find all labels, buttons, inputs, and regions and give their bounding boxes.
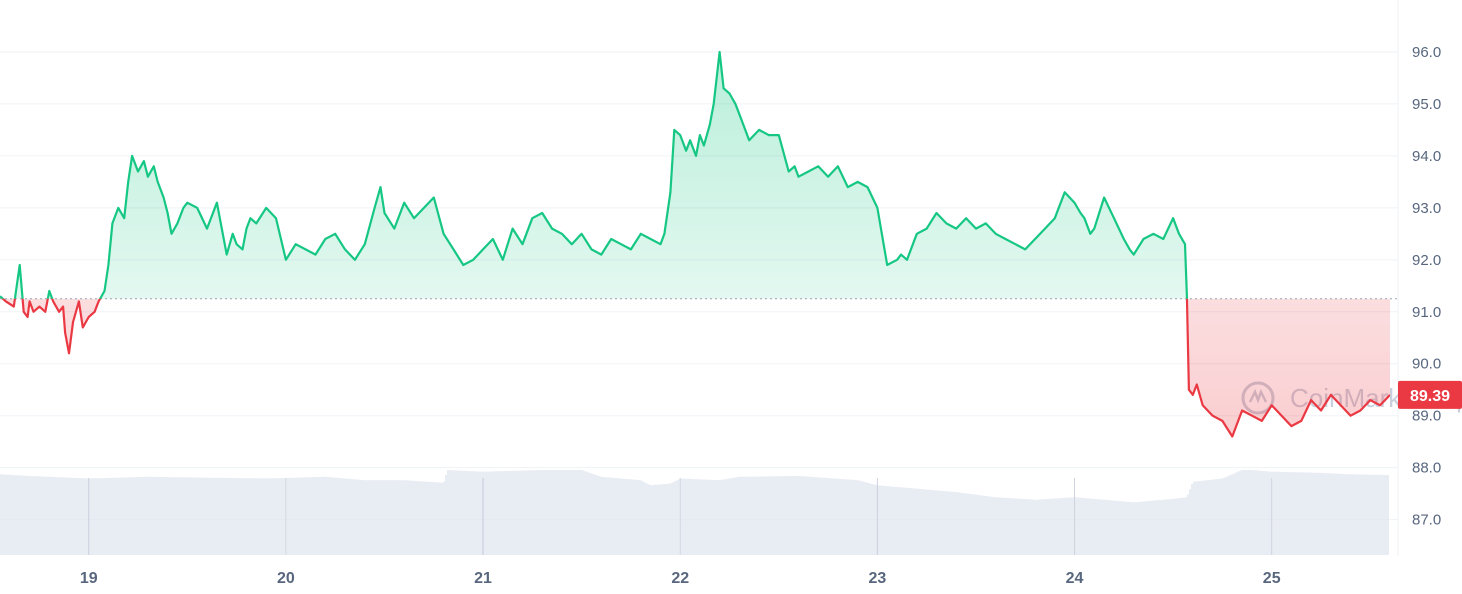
- x-tick-label: 20: [277, 570, 295, 587]
- y-tick-label: 94.0: [1412, 148, 1441, 165]
- y-tick-label: 91.0: [1412, 304, 1441, 321]
- volume-bar-group: [0, 470, 1389, 555]
- x-tick-label: 21: [474, 570, 492, 587]
- price-line-above[interactable]: [0, 50, 1390, 437]
- y-tick-label: 88.0: [1412, 460, 1441, 477]
- y-axis: 87.0 88.0 89.0 90.0 91.0 92.0 93.0 94.0 95.0 96.0: [1412, 44, 1441, 529]
- y-tick-label: 96.0: [1412, 44, 1441, 61]
- price-area: [0, 52, 1390, 437]
- y-tick-label: 95.0: [1412, 96, 1441, 113]
- current-price-label: 89.39: [1410, 388, 1450, 405]
- area-above-baseline: [0, 52, 1187, 299]
- volume-bars: [0, 470, 1389, 555]
- y-tick-label: 90.0: [1412, 356, 1441, 373]
- x-tick-label: 23: [868, 570, 886, 587]
- current-price-badge: 89.39: [1398, 380, 1462, 409]
- y-tick-label: 89.0: [1412, 408, 1441, 425]
- price-line[interactable]: [0, 50, 1390, 438]
- y-tick-label: 92.0: [1412, 252, 1441, 269]
- x-tick-label: 25: [1263, 570, 1281, 587]
- current-price-badge-bg: [1398, 380, 1462, 409]
- y-tick-label: 93.0: [1412, 200, 1441, 217]
- area-below-baseline: [0, 298, 1390, 437]
- x-tick-label: 19: [80, 570, 98, 587]
- x-tick-label: 24: [1066, 570, 1084, 587]
- x-axis: 19 20 21 22 23 24 25: [80, 570, 1281, 587]
- x-tick-label: 22: [671, 570, 689, 587]
- y-tick-label: 87.0: [1412, 512, 1441, 529]
